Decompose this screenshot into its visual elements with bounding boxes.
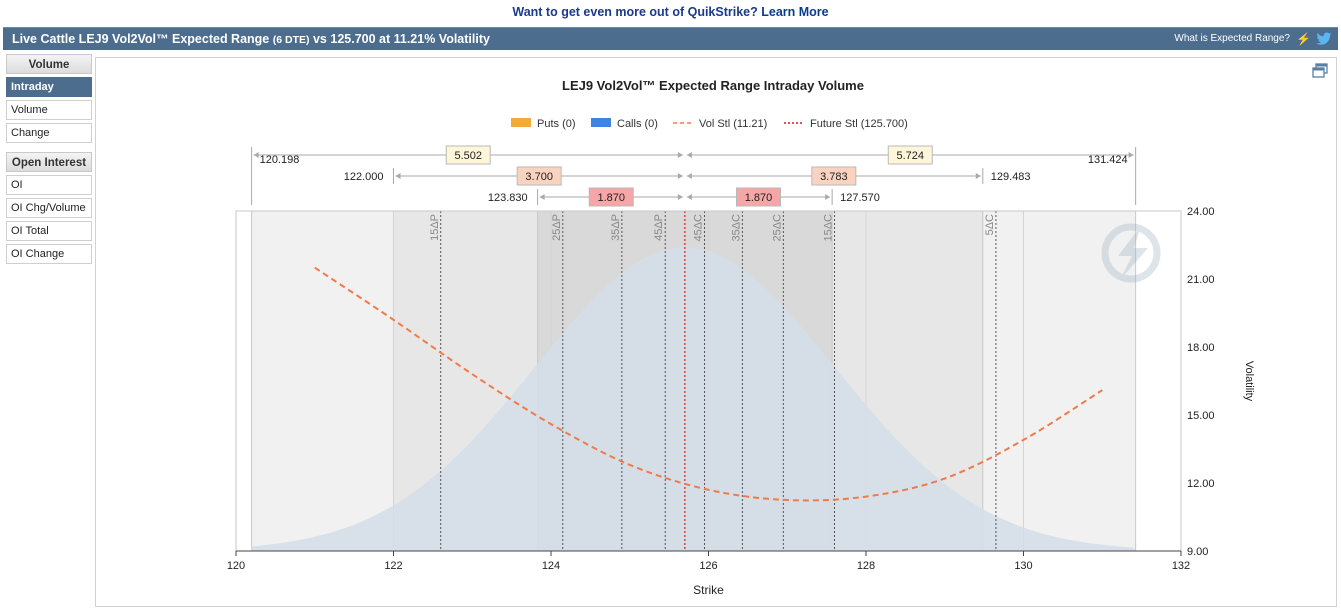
range-down-value: 1.870 [597, 192, 625, 204]
promo-text: Want to get even more out of QuikStrike? [512, 5, 758, 19]
sidebar-item-oi-total[interactable]: OI Total [6, 221, 92, 241]
bracket-arrow [686, 194, 692, 200]
sidebar-item-volume[interactable]: Volume [6, 100, 92, 120]
sidebar: Volume Intraday Volume Change Open Inter… [6, 54, 92, 267]
delta-label: 45ΔP [653, 214, 665, 241]
range-brackets: 5.502 5.724 120.198 131.424 3.700 3.783 122.00… [251, 145, 1137, 207]
y-tick-label: 12.00 [1187, 478, 1215, 490]
bracket-arrow [677, 152, 683, 158]
range-down-value: 3.700 [525, 171, 553, 183]
delta-label: 25ΔP [551, 214, 563, 241]
y-tick-label: 18.00 [1187, 342, 1215, 354]
range-low-label: 120.198 [260, 154, 300, 166]
y-tick-label: 9.00 [1187, 546, 1208, 558]
bracket-arrow [1128, 152, 1134, 158]
window-toggle-icon[interactable] [1312, 63, 1328, 79]
sidebar-item-intraday[interactable]: Intraday [6, 77, 92, 97]
lightning-icon[interactable]: ⚡ [1296, 32, 1311, 46]
chart-legend: Puts (0) Calls (0) Vol Stl (11.21) Future S… [511, 118, 908, 130]
legend-swatch [591, 118, 611, 127]
axes: 120 122 124 126 128 130 132 9.00 12.00 15.00 18.00… [227, 206, 1255, 597]
bracket-arrow [395, 173, 401, 179]
expected-range-chart: LEJ9 Vol2Vol™ Expected Range Intraday Vo… [227, 78, 1255, 597]
range-down-box [588, 187, 634, 207]
title-main: Live Cattle LEJ9 Vol2Vol™ Expected Range [12, 32, 270, 46]
range-up-box [887, 145, 933, 165]
bracket-arrow [677, 173, 683, 179]
title-bar: Live Cattle LEJ9 Vol2Vol™ Expected Range… [3, 27, 1338, 50]
legend-label: Puts (0) [537, 118, 576, 130]
sidebar-item-oi-chg-volume[interactable]: OI Chg/Volume [6, 198, 92, 218]
x-tick-label: 122 [384, 560, 402, 572]
vol-settle-line [314, 266, 1103, 502]
volume-section-header: Volume [6, 54, 92, 74]
bracket-arrow [825, 194, 831, 200]
range-down-box [445, 145, 491, 165]
chart-panel: LEJ9 Vol2Vol™ Expected Range Intraday Vo… [95, 57, 1337, 607]
y-tick-label: 15.00 [1187, 410, 1215, 422]
page-title: Live Cattle LEJ9 Vol2Vol™ Expected Range… [12, 28, 490, 51]
delta-label: 35ΔP [610, 214, 622, 241]
range-low-label: 123.830 [488, 192, 528, 204]
y-tick-label: 21.00 [1187, 274, 1215, 286]
open-interest-section-header: Open Interest [6, 152, 92, 172]
delta-label: 15ΔC [823, 214, 835, 242]
range-down-value: 5.502 [454, 150, 482, 162]
sidebar-item-change[interactable]: Change [6, 123, 92, 143]
x-axis-label: Strike [693, 583, 724, 597]
learn-more-link[interactable]: Learn More [761, 5, 829, 19]
range-down-box [516, 166, 562, 186]
sidebar-item-oi-change[interactable]: OI Change [6, 244, 92, 264]
delta-label: 45ΔC [693, 214, 705, 242]
delta-label: 35ΔC [730, 214, 742, 242]
y-axis-label: Volatility [1243, 361, 1255, 402]
x-tick-label: 124 [542, 560, 560, 572]
x-tick-label: 130 [1014, 560, 1032, 572]
title-rest: vs 125.700 at 11.21% Volatility [312, 32, 490, 46]
bracket-arrow [686, 152, 692, 158]
twitter-bird-icon[interactable] [1316, 32, 1332, 46]
x-tick-label: 120 [227, 560, 245, 572]
plot-area: 15ΔP 25ΔP 35ΔP 45ΔP 45ΔC 35ΔC 25ΔC 15ΔC 5ΔC [235, 211, 1182, 552]
watermark-ring [1101, 223, 1161, 283]
range-up-value: 5.724 [896, 150, 924, 162]
legend-label: Calls (0) [617, 118, 658, 130]
range-low-label: 122.000 [344, 171, 384, 183]
distribution-curve [251, 247, 1136, 552]
range-high-label: 131.424 [1088, 154, 1128, 166]
promo-banner: Want to get even more out of QuikStrike?… [0, 0, 1341, 26]
x-tick-label: 128 [857, 560, 875, 572]
x-tick-label: 126 [699, 560, 717, 572]
sidebar-item-oi[interactable]: OI [6, 175, 92, 195]
delta-label: 5ΔC [984, 214, 996, 235]
watermark-bolt [1118, 226, 1148, 280]
range-up-value: 3.783 [820, 171, 848, 183]
expected-range-help-link[interactable]: What is Expected Range? [1174, 33, 1290, 44]
legend-label: Future Stl (125.700) [810, 118, 908, 130]
title-dte: (6 DTE) [272, 34, 310, 46]
range-up-value: 1.870 [745, 192, 773, 204]
bracket-arrow [253, 152, 259, 158]
range-up-box [811, 166, 857, 186]
y-tick-label: 24.00 [1187, 206, 1215, 218]
delta-label: 25ΔC [771, 214, 783, 242]
bracket-arrow [975, 173, 981, 179]
quikstrike-watermark-icon [1101, 223, 1161, 283]
range-up-box [736, 187, 782, 207]
legend-label: Vol Stl (11.21) [699, 118, 767, 130]
delta-label: 15ΔP [429, 214, 441, 241]
legend-swatch [511, 118, 531, 127]
x-tick-label: 132 [1172, 560, 1190, 572]
bracket-arrow [539, 194, 545, 200]
bracket-arrow [677, 194, 683, 200]
bracket-arrow [686, 173, 692, 179]
range-high-label: 129.483 [991, 171, 1031, 183]
chart-title: LEJ9 Vol2Vol™ Expected Range Intraday Vo… [562, 78, 864, 93]
range-high-label: 127.570 [840, 192, 880, 204]
